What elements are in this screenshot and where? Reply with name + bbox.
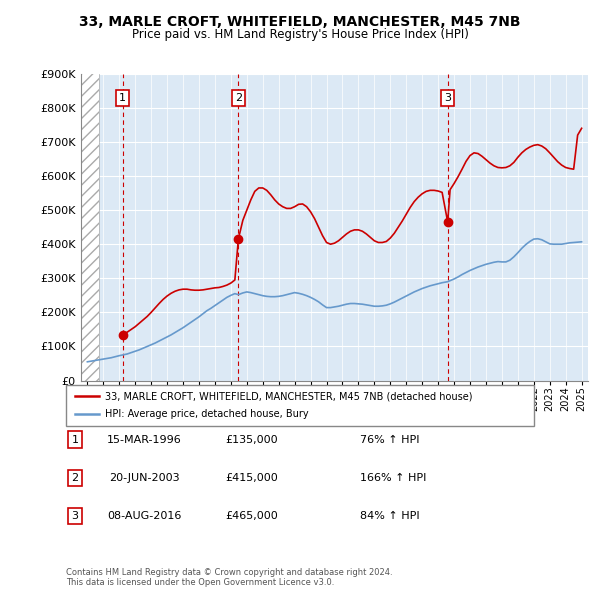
Text: HPI: Average price, detached house, Bury: HPI: Average price, detached house, Bury: [105, 409, 308, 419]
Text: 33, MARLE CROFT, WHITEFIELD, MANCHESTER, M45 7NB (detached house): 33, MARLE CROFT, WHITEFIELD, MANCHESTER,…: [105, 391, 473, 401]
Text: £415,000: £415,000: [226, 473, 278, 483]
Text: 166% ↑ HPI: 166% ↑ HPI: [360, 473, 427, 483]
Text: 2: 2: [71, 473, 79, 483]
Text: 84% ↑ HPI: 84% ↑ HPI: [360, 512, 419, 521]
Text: 20-JUN-2003: 20-JUN-2003: [109, 473, 179, 483]
Text: 76% ↑ HPI: 76% ↑ HPI: [360, 435, 419, 444]
Text: 33, MARLE CROFT, WHITEFIELD, MANCHESTER, M45 7NB: 33, MARLE CROFT, WHITEFIELD, MANCHESTER,…: [79, 15, 521, 29]
Text: 1: 1: [71, 435, 79, 444]
Text: 3: 3: [444, 93, 451, 103]
Text: 3: 3: [71, 512, 79, 521]
Text: Contains HM Land Registry data © Crown copyright and database right 2024.
This d: Contains HM Land Registry data © Crown c…: [66, 568, 392, 587]
Text: £135,000: £135,000: [226, 435, 278, 444]
Text: 15-MAR-1996: 15-MAR-1996: [107, 435, 181, 444]
Text: 08-AUG-2016: 08-AUG-2016: [107, 512, 181, 521]
Text: £465,000: £465,000: [226, 512, 278, 521]
Text: 1: 1: [119, 93, 126, 103]
Text: 2: 2: [235, 93, 242, 103]
Text: Price paid vs. HM Land Registry's House Price Index (HPI): Price paid vs. HM Land Registry's House …: [131, 28, 469, 41]
